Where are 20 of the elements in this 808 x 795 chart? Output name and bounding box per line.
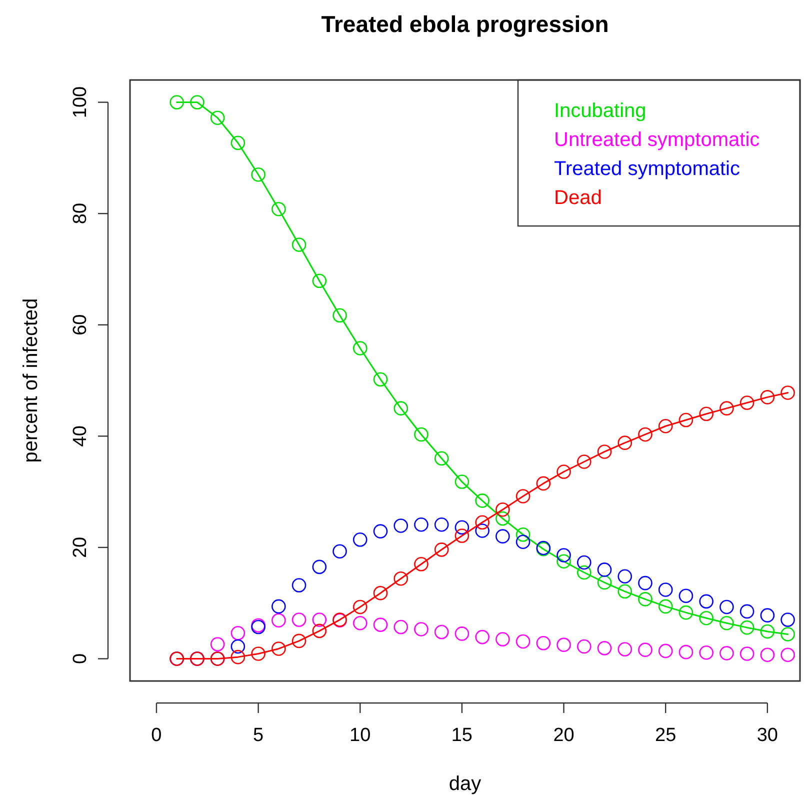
y-tick-label: 40 [70, 426, 91, 447]
x-tick-label: 5 [253, 725, 264, 746]
y-tick-label: 20 [70, 536, 91, 558]
chart-title: Treated ebola progression [321, 11, 609, 37]
x-tick-label: 10 [350, 725, 371, 746]
x-tick-label: 15 [451, 725, 473, 746]
x-tick-label: 0 [151, 725, 162, 746]
x-tick-label: 20 [553, 725, 574, 746]
text: Treated symptomatic [554, 158, 740, 180]
x-tick-label: 30 [756, 725, 778, 746]
text: Dead [554, 187, 602, 209]
text: Incubating [554, 100, 646, 122]
text: Untreated symptomatic [554, 129, 760, 151]
x-axis-title: day [448, 773, 482, 795]
y-tick-label: 100 [70, 86, 91, 118]
x-tick-label: 25 [655, 725, 676, 746]
y-tick-label: 60 [70, 314, 91, 336]
y-tick-label: 0 [70, 653, 91, 664]
y-axis-title: percent of infected [20, 298, 42, 463]
y-tick-label: 80 [70, 202, 91, 224]
